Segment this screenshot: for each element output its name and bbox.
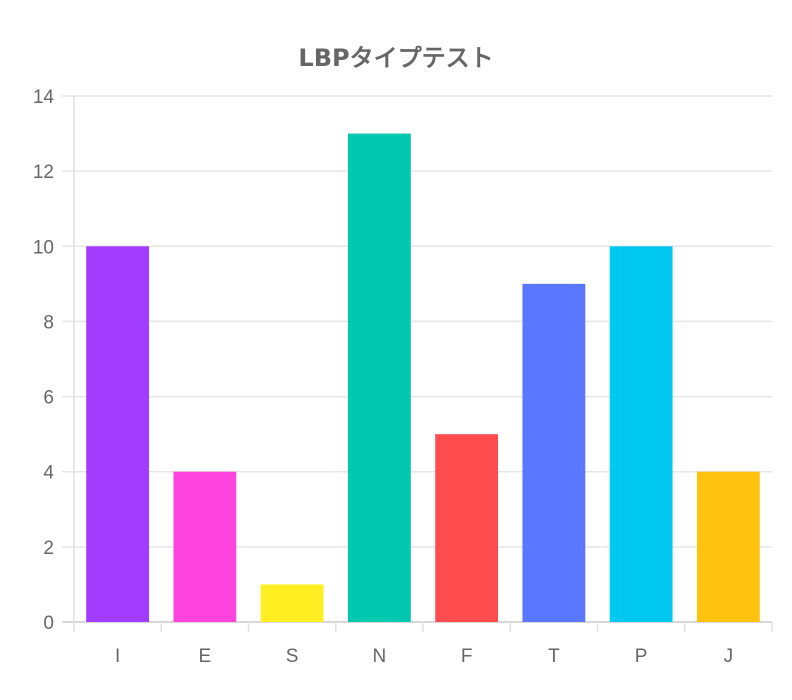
x-tick-label: I	[115, 646, 120, 667]
y-axis: 0 2 4 6 8 10 12 14	[33, 87, 55, 634]
y-tick-label: 0	[43, 613, 54, 634]
x-tick-label: T	[548, 646, 560, 667]
x-tick-label: S	[286, 646, 299, 667]
bar-T[interactable]	[522, 283, 586, 622]
y-tick-label: 2	[43, 538, 54, 559]
bars	[86, 133, 760, 623]
bar-S[interactable]	[260, 584, 324, 622]
x-tick-label: P	[635, 646, 648, 667]
y-tick-label: 4	[43, 463, 54, 484]
y-tick-label: 8	[43, 312, 54, 333]
x-tick-label: J	[724, 646, 734, 667]
bar-I[interactable]	[86, 246, 150, 623]
bar-J[interactable]	[696, 471, 760, 622]
x-tick-label: E	[199, 646, 212, 667]
bar-N[interactable]	[347, 133, 411, 623]
x-tick-label: N	[373, 646, 387, 667]
bar-P[interactable]	[609, 246, 673, 623]
chart-title: LBPタイプテスト	[298, 44, 493, 72]
bar-F[interactable]	[435, 434, 499, 622]
bar-E[interactable]	[173, 471, 237, 622]
x-tick-label: F	[461, 646, 473, 667]
y-tick-label: 10	[33, 237, 54, 258]
y-tick-label: 12	[33, 162, 54, 183]
y-tick-label: 6	[43, 388, 54, 409]
y-tick-label: 14	[33, 87, 55, 108]
